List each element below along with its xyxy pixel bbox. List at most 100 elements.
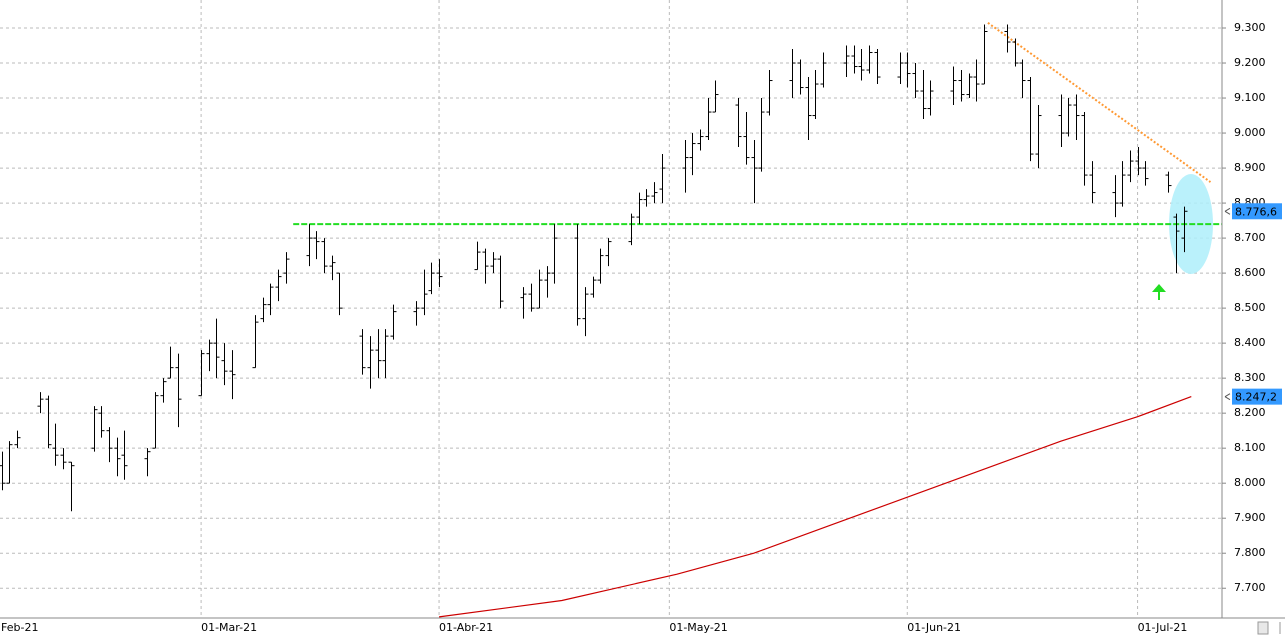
ohlc-bar	[874, 49, 881, 85]
ohlc-bar	[1019, 59, 1026, 99]
ohlc-bar	[628, 213, 635, 246]
ohlc-bar	[1004, 24, 1011, 53]
ohlc-bar	[812, 70, 819, 120]
ohlc-bar	[45, 395, 52, 449]
ohlc-bar	[1035, 105, 1042, 169]
ohlc-bar	[474, 241, 481, 271]
ohlc-bar	[436, 259, 443, 288]
ohlc-bar	[659, 154, 666, 204]
ohlc-bar	[597, 248, 604, 284]
ohlc-bar	[897, 52, 904, 85]
ohlc-bar	[14, 430, 21, 449]
y-tick-label: 9.100	[1234, 91, 1266, 104]
ohlc-bar	[60, 448, 67, 470]
plot-area	[0, 21, 1222, 618]
ohlc-bar	[260, 297, 267, 323]
ohlc-bar	[1119, 161, 1126, 207]
ohlc-bar	[981, 24, 988, 85]
ohlc-bar	[958, 70, 965, 102]
moving-average	[439, 396, 1192, 618]
ohlc-bar	[966, 73, 973, 99]
y-tick-label: 7.700	[1234, 581, 1266, 594]
ohlc-bar	[482, 248, 489, 284]
ohlc-bar	[712, 80, 719, 113]
ohlc-bar	[528, 283, 535, 312]
ohlc-bar	[1065, 98, 1072, 137]
ohlc-bar	[367, 336, 374, 389]
ohlc-bar	[705, 98, 712, 141]
ohlc-bar	[0, 451, 6, 491]
ohlc-bar	[121, 430, 128, 480]
ohlc-bar	[843, 45, 850, 78]
y-tick-label: 8.300	[1234, 371, 1266, 384]
ohlc-bar	[820, 52, 827, 88]
price-tag-label: 8.776,6	[1235, 205, 1277, 218]
ohlc-bar	[805, 77, 812, 141]
ohlc-bar	[1135, 147, 1142, 176]
ohlc-bar	[866, 45, 873, 74]
ohlc-bar	[920, 70, 927, 120]
price-tag-label: 8.247,2	[1235, 391, 1277, 404]
ohlc-bar	[1027, 77, 1034, 162]
ohlc-bar	[321, 238, 328, 274]
ohlc-bar	[1181, 206, 1188, 253]
ohlc-bar	[329, 255, 336, 281]
x-tick-label: 01-Mar-21	[201, 621, 257, 634]
ohlc-bar	[375, 329, 382, 379]
ohlc-bar	[68, 461, 75, 512]
ohlc-bar	[221, 343, 228, 386]
ohlc-bar	[743, 112, 750, 165]
y-tick-label: 8.900	[1234, 161, 1266, 174]
ohlc-bar	[544, 266, 551, 298]
y-tick-label: 8.100	[1234, 441, 1266, 454]
ohlc-bar	[1127, 150, 1134, 183]
ohlc-bar	[382, 329, 389, 379]
ohlc-bar	[37, 392, 44, 414]
ohlc-bar	[390, 304, 397, 340]
y-tick-label: 8.700	[1234, 231, 1266, 244]
ohlc-bar	[574, 224, 581, 326]
ohlc-bar	[359, 329, 366, 375]
ohlc-bar	[912, 63, 919, 99]
ohlc-bar	[160, 378, 167, 403]
price-tag-pointer	[1224, 207, 1231, 215]
y-tick-label: 7.800	[1234, 546, 1266, 559]
ohlc-bar	[950, 66, 957, 106]
ohlc-bar	[213, 318, 220, 379]
y-tick-label: 8.600	[1234, 266, 1266, 279]
x-tick-label: 01-May-21	[669, 621, 727, 634]
corner-icon[interactable]	[1257, 621, 1269, 635]
ohlc-bar	[98, 406, 105, 438]
ohlc-bar	[643, 189, 650, 207]
ohlc-bar	[636, 192, 643, 225]
ohlc-bar	[497, 255, 504, 309]
ohlc-bar	[858, 49, 865, 81]
x-tick-label: 01-Jun-21	[907, 621, 961, 634]
ohlc-bar	[152, 392, 159, 449]
ohlc-bar	[751, 140, 758, 204]
ohlc-bar	[167, 346, 174, 379]
y-tick-label: 8.200	[1234, 406, 1266, 419]
ohlc-bar	[490, 252, 497, 274]
ohlc-bar	[789, 49, 796, 99]
ohlc-bar	[267, 283, 274, 316]
ohlc-bar	[1089, 161, 1096, 204]
ohlc-bar	[551, 224, 558, 284]
x-tick-label: Feb-21	[1, 621, 38, 634]
ohlc-bar	[605, 238, 612, 267]
ohlc-bar	[313, 231, 320, 260]
ohlc-bar	[421, 269, 428, 316]
ohlc-bar	[428, 262, 435, 295]
x-tick-label: 01-Abr-21	[439, 621, 493, 634]
ohlc-bar	[766, 70, 773, 116]
price-tag	[1232, 388, 1282, 405]
ohlc-bar	[106, 427, 113, 463]
ohlc-bar	[758, 98, 765, 172]
price-tag-pointer	[1224, 393, 1231, 401]
ohlc-bar	[114, 437, 121, 477]
ohlc-bar	[413, 301, 420, 326]
ohlc-bar	[590, 276, 597, 298]
y-tick-label: 9.300	[1234, 21, 1266, 34]
